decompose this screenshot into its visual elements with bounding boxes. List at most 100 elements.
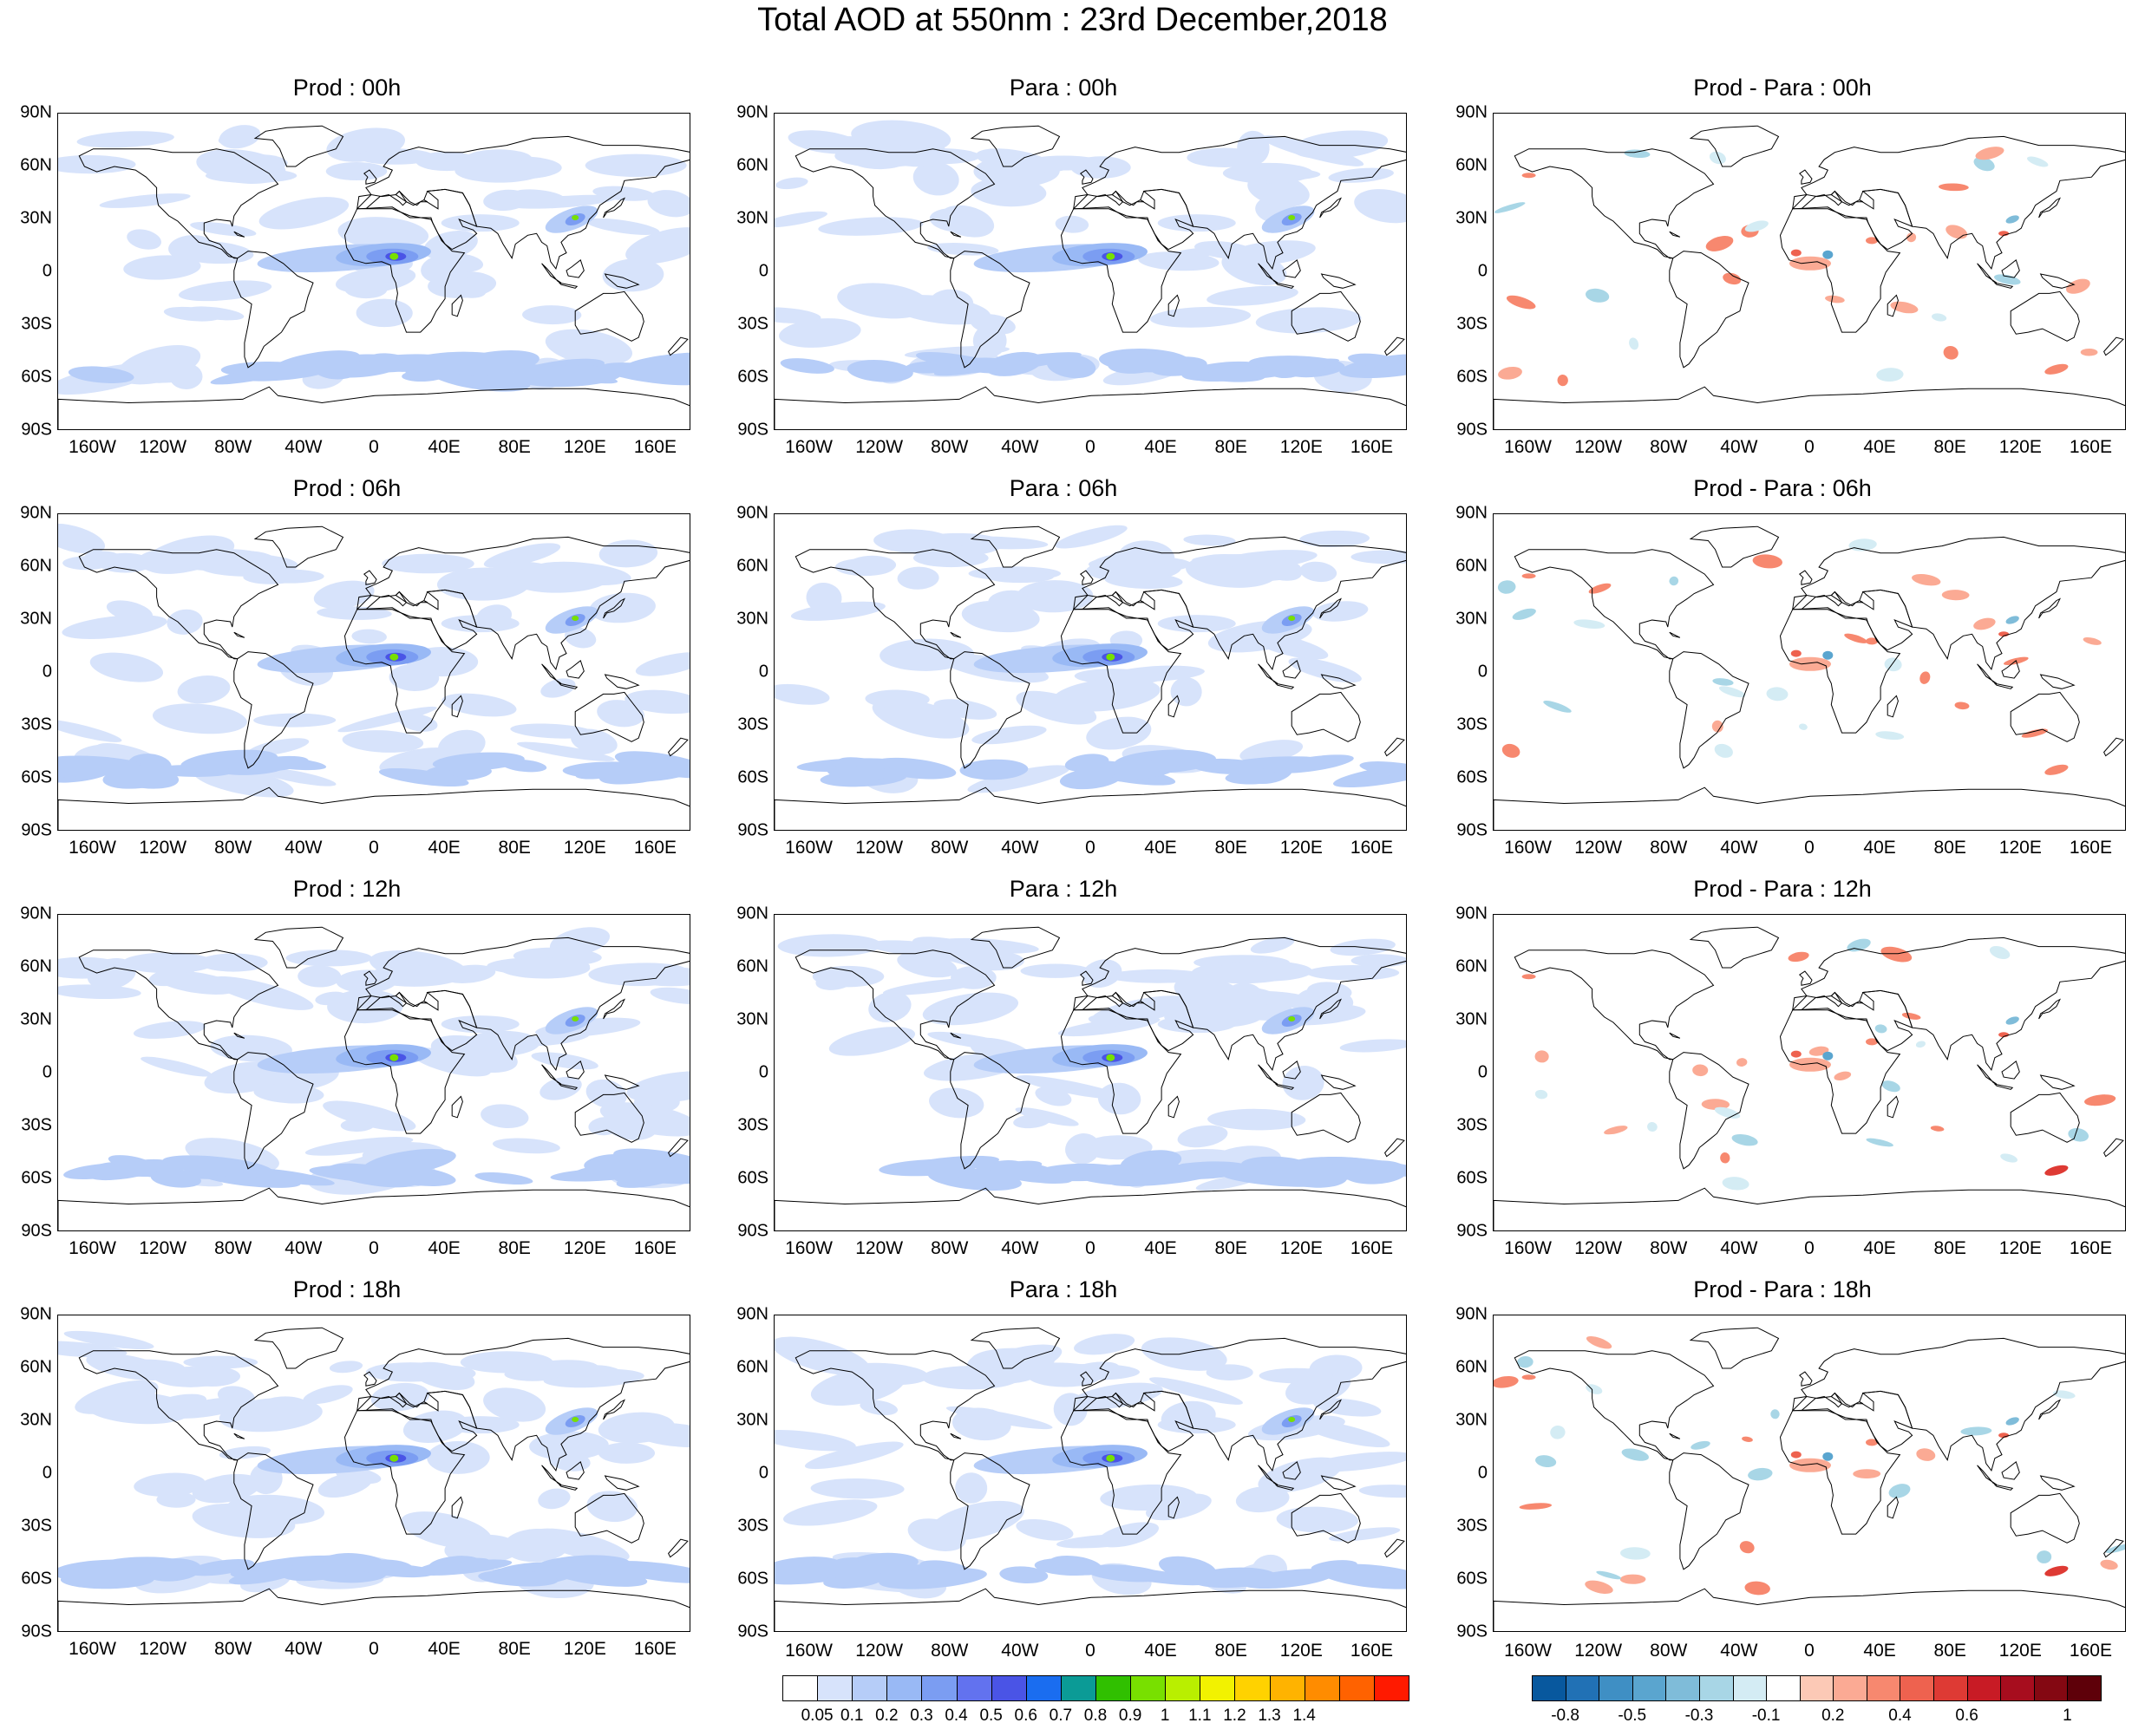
positive-difference-patch	[1723, 272, 1742, 285]
latitude-tick-label: 30N	[20, 1410, 52, 1430]
longitude-tick-label: 160E	[633, 838, 677, 858]
aod-haze-patch	[944, 536, 1049, 550]
longitude-tick-label: 160E	[633, 437, 677, 457]
aod-haze-patch	[1071, 1382, 1163, 1410]
aod-southern-band	[282, 1562, 358, 1582]
colorbar-swatch	[1532, 1675, 1566, 1701]
coastline	[1799, 1371, 1813, 1387]
negative-difference-patch	[1731, 1133, 1758, 1146]
world-map	[774, 914, 1407, 1231]
coastline	[233, 1433, 245, 1439]
aod-haze-patch	[598, 539, 658, 568]
colorbar-swatch	[1766, 1675, 1801, 1701]
aod-haze-patch	[1074, 1334, 1135, 1355]
positive-difference-patch	[1519, 1503, 1553, 1510]
aod-northern-band	[460, 1351, 553, 1374]
longitude-tick-label: 80E	[498, 1639, 531, 1659]
world-map	[774, 113, 1407, 430]
aod-southern-band	[827, 766, 887, 781]
aod-haze-patch	[529, 1431, 609, 1460]
aod-northern-band	[1192, 553, 1293, 567]
aod-haze-patch	[441, 693, 517, 717]
negative-difference-patch	[1881, 1080, 1900, 1093]
longitude-tick-label: 120W	[855, 1238, 904, 1258]
coastline	[1779, 1008, 1901, 1134]
latitude-tick-label: 90N	[1455, 102, 1488, 122]
aod-haze-patch	[1174, 976, 1246, 1012]
coastline	[970, 1327, 1061, 1369]
aod-haze-patch	[329, 1361, 363, 1374]
coastline	[253, 125, 344, 167]
latitude-tick-label: 0	[42, 261, 52, 281]
positive-difference-patch	[1506, 295, 1536, 310]
coastline	[1791, 536, 2125, 671]
longitude-tick-label: 120W	[855, 437, 904, 457]
aod-southern-band	[1107, 353, 1163, 374]
aod-dust-peak	[1106, 1054, 1115, 1061]
latitude-tick-label: 90S	[737, 1221, 768, 1241]
latitude-tick-label: 30S	[21, 314, 52, 334]
aod-haze-patch	[219, 1446, 271, 1459]
longitude-tick-label: 40W	[1001, 838, 1039, 858]
latitude-tick-label: 90S	[737, 1622, 768, 1641]
coastline	[1514, 549, 1715, 660]
longitude-tick-label: 40E	[1863, 1641, 1896, 1661]
aod-northern-band	[951, 966, 997, 989]
coastline-layer	[58, 926, 690, 1230]
aod-northern-band	[367, 965, 462, 987]
aod-northern-band	[58, 956, 126, 979]
coastline	[2010, 1492, 2080, 1543]
coastline	[775, 386, 1406, 429]
aod-haze-patch	[597, 700, 644, 728]
aod-haze-patch	[337, 217, 429, 251]
coastline	[950, 1032, 962, 1039]
panel-title: Prod - Para : 18h	[1693, 1276, 1872, 1302]
coastline	[1977, 663, 1998, 684]
colorbar-swatch	[1060, 1675, 1096, 1701]
aod-southern-band	[847, 359, 913, 382]
coastline	[603, 1399, 626, 1420]
colorbar-swatch	[2033, 1675, 2069, 1701]
negative-difference-patch	[2105, 1543, 2125, 1554]
latitude-tick-label: 60S	[1456, 767, 1488, 787]
latitude-tick-label: 30S	[737, 715, 768, 734]
coastline	[1282, 258, 1301, 278]
latitude-tick-label: 0	[758, 662, 768, 682]
panel-title: Prod : 00h	[292, 75, 402, 101]
latitude-tick-label: 90S	[21, 420, 52, 440]
aod-haze-patch	[210, 1034, 292, 1062]
coastline	[363, 1371, 377, 1387]
world-map	[57, 113, 690, 430]
aod-haze-patch	[522, 305, 582, 325]
aod-haze-patch	[625, 689, 690, 715]
aod-haze-patch	[76, 131, 174, 148]
aod-northern-band	[1306, 965, 1400, 981]
aod-colorbar: 0.05 0.1 0.2 0.3 0.4 0.5 0.6 0.7 0.8 0.9 1 1.1 1.2 1.…	[782, 1675, 1409, 1736]
aod-haze-patch	[313, 580, 375, 609]
latitude-tick-label: 30N	[736, 609, 768, 629]
coastline	[1320, 273, 1357, 289]
longitude-tick-label: 80W	[931, 838, 969, 858]
positive-difference-patch	[1557, 374, 1568, 387]
longitude-tick-label: 0	[1804, 1641, 1815, 1661]
coastline-layer	[1494, 1327, 2125, 1631]
coastline	[1669, 631, 1681, 638]
colorbar-tick-label: 0.7	[1049, 1707, 1073, 1725]
aod-haze-patch	[547, 1450, 591, 1472]
aod-southern-band	[378, 767, 469, 787]
aod-haze-patch	[1016, 690, 1097, 725]
coastline	[795, 549, 996, 660]
positive-difference-patch	[2021, 728, 2048, 738]
coastline	[1080, 1371, 1094, 1387]
coastline	[356, 536, 690, 671]
aod-haze-patch	[599, 1102, 690, 1137]
longitude-tick-label: 160E	[1350, 1238, 1393, 1258]
latitude-tick-label: 30N	[736, 1410, 768, 1430]
aod-southern-band	[58, 758, 128, 778]
coastline	[1319, 597, 1343, 619]
latitude-tick-label: 90S	[1456, 1221, 1488, 1241]
coastline	[2001, 659, 2020, 679]
positive-difference-patch	[1943, 345, 1959, 360]
panel-title: Prod - Para : 12h	[1693, 876, 1872, 902]
coastline	[1887, 695, 1899, 718]
